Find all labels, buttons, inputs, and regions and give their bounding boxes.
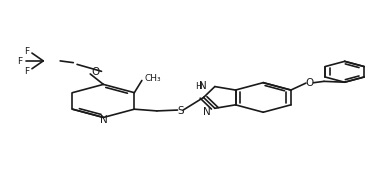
- Text: N: N: [199, 81, 206, 91]
- Text: H: H: [195, 82, 202, 91]
- Text: O: O: [92, 67, 100, 77]
- Text: F: F: [24, 68, 30, 77]
- Text: O: O: [306, 78, 314, 88]
- Text: F: F: [24, 47, 30, 56]
- Text: N: N: [203, 108, 210, 117]
- Text: S: S: [177, 106, 184, 116]
- Text: N: N: [100, 115, 107, 125]
- Text: CH₃: CH₃: [145, 74, 161, 83]
- Text: F: F: [17, 57, 23, 66]
